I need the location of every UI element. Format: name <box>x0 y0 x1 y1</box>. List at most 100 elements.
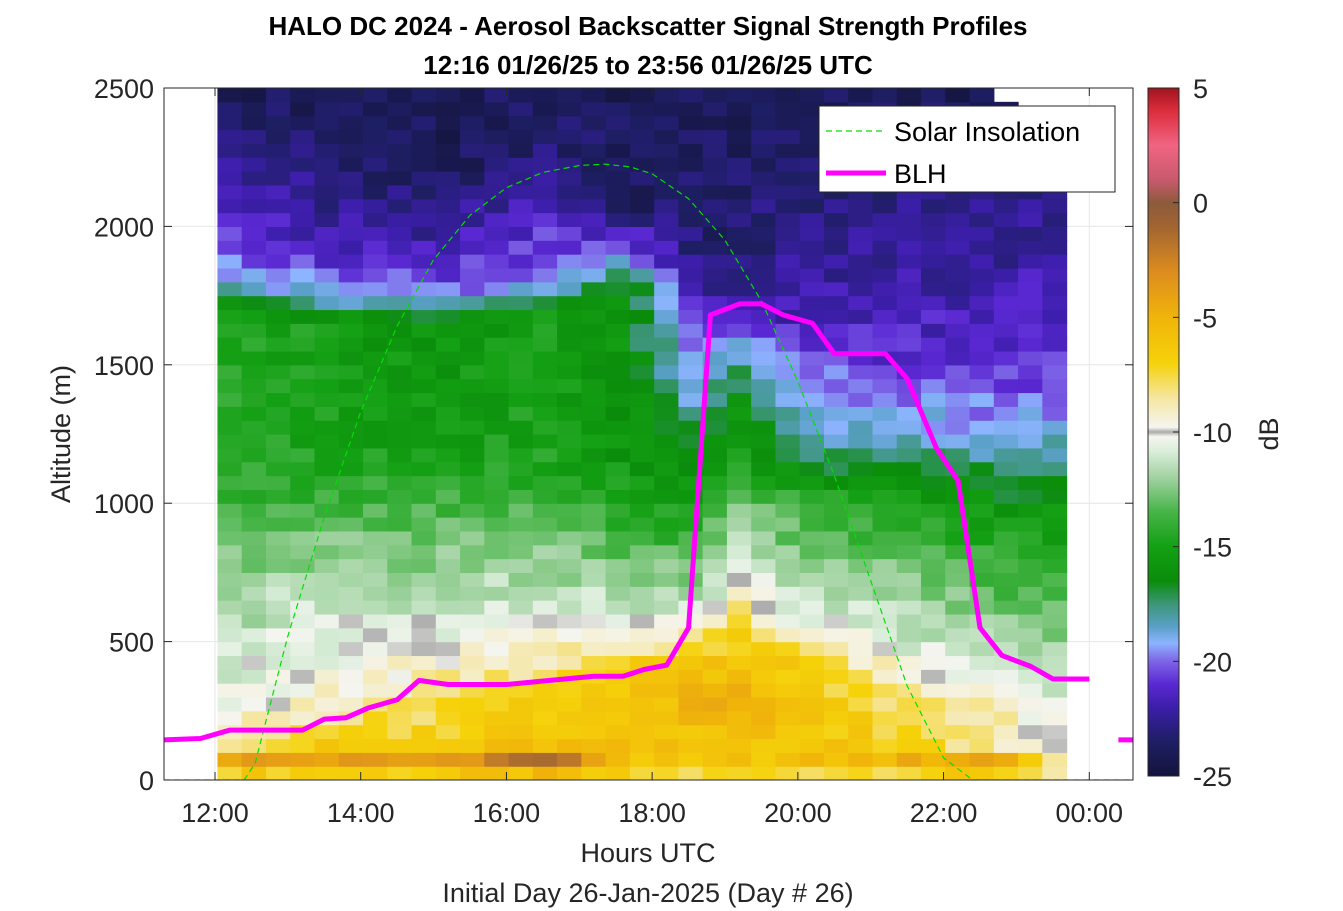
heatmap-cell <box>1042 392 1068 407</box>
heatmap-cell <box>726 572 752 587</box>
heatmap-cell <box>654 669 680 684</box>
heatmap-cell <box>921 655 946 670</box>
heatmap-cell <box>823 254 849 269</box>
heatmap-cell <box>993 558 1019 573</box>
heatmap-cell <box>702 392 728 407</box>
heatmap-cell <box>411 600 437 615</box>
heatmap-cell <box>290 613 316 629</box>
heatmap-cell <box>969 198 995 214</box>
heatmap-cell <box>969 392 995 407</box>
heatmap-cell <box>314 766 340 780</box>
heatmap-cell <box>557 447 582 463</box>
heatmap-cell <box>751 406 777 421</box>
heatmap-cell <box>799 157 825 172</box>
heatmap-cell <box>726 724 752 740</box>
heatmap-cell <box>532 392 558 407</box>
heatmap-cell <box>314 143 340 158</box>
heatmap-cell <box>1018 447 1043 463</box>
heatmap-cell <box>217 88 243 103</box>
heatmap-cell <box>265 378 291 394</box>
heatmap-cell <box>654 613 680 629</box>
heatmap-cell <box>290 447 316 463</box>
heatmap-cell <box>1018 212 1043 227</box>
heatmap-cell <box>241 267 267 283</box>
heatmap-cell <box>726 101 752 117</box>
heatmap-cell <box>387 489 413 504</box>
heatmap-cell <box>314 115 340 131</box>
heatmap-cell <box>290 710 316 726</box>
heatmap-cell <box>654 184 680 200</box>
heatmap-cell <box>775 198 801 214</box>
heatmap-cell <box>775 281 801 297</box>
heatmap-cell <box>1042 738 1068 753</box>
heatmap-cell <box>629 406 655 421</box>
heatmap-cell <box>823 447 849 463</box>
heatmap-cell <box>872 337 898 352</box>
heatmap-cell <box>557 683 582 698</box>
heatmap-cell <box>1018 489 1043 504</box>
heatmap-cell <box>1018 710 1043 726</box>
heatmap-cell <box>581 738 607 753</box>
heatmap-cell <box>945 240 971 255</box>
heatmap-cell <box>581 530 607 546</box>
heatmap-cell <box>435 710 461 726</box>
heatmap-cell <box>678 157 704 172</box>
heatmap-cell <box>435 447 461 463</box>
heatmap-cell <box>702 240 728 255</box>
heatmap-cell <box>484 489 510 504</box>
heatmap-cell <box>241 655 267 670</box>
heatmap-cell <box>435 157 461 172</box>
heatmap-cell <box>217 766 243 780</box>
heatmap-cell <box>872 600 898 615</box>
heatmap-cell <box>460 281 485 297</box>
heatmap-cell <box>799 226 825 241</box>
heatmap-cell <box>217 503 243 518</box>
heatmap-cell <box>945 392 971 407</box>
heatmap-cell <box>969 503 995 518</box>
heatmap-cell <box>290 337 316 352</box>
heatmap-cell <box>581 613 607 629</box>
heatmap-cell <box>338 696 364 712</box>
heatmap-cell <box>872 655 898 670</box>
heatmap-cell <box>848 281 874 297</box>
heatmap-cell <box>217 558 243 573</box>
heatmap-cell <box>1042 517 1068 532</box>
heatmap-cell <box>726 544 752 560</box>
heatmap-cell <box>751 101 777 117</box>
heatmap-cell <box>338 544 364 560</box>
heatmap-cell <box>775 752 801 767</box>
heatmap-cell <box>363 627 388 643</box>
heatmap-cell <box>363 337 388 352</box>
heatmap-cell <box>435 627 461 643</box>
heatmap-cell <box>557 696 582 712</box>
heatmap-cell <box>532 267 558 283</box>
heatmap-cell <box>508 738 534 753</box>
heatmap-cell <box>532 406 558 421</box>
heatmap-cell <box>654 489 680 504</box>
heatmap-cell <box>387 267 413 283</box>
heatmap-cell <box>1042 447 1068 463</box>
heatmap-cell <box>605 309 631 324</box>
heatmap-cell <box>654 364 680 380</box>
heatmap-cell <box>654 198 680 214</box>
heatmap-cell <box>314 724 340 740</box>
heatmap-cell <box>557 572 582 587</box>
heatmap-cell <box>265 738 291 753</box>
heatmap-cell <box>848 364 874 380</box>
heatmap-cell <box>411 586 437 601</box>
heatmap-cell <box>993 254 1019 269</box>
heatmap-cell <box>1042 627 1068 643</box>
heatmap-cell <box>363 143 388 158</box>
heatmap-cell <box>581 392 607 407</box>
heatmap-cell <box>557 143 582 158</box>
heatmap-cell <box>557 517 582 532</box>
heatmap-cell <box>532 710 558 726</box>
heatmap-cell <box>1018 198 1043 214</box>
heatmap-cell <box>460 406 485 421</box>
heatmap-cell <box>751 696 777 712</box>
heatmap-cell <box>823 766 849 780</box>
heatmap-cell <box>896 503 922 518</box>
heatmap-cell <box>969 267 995 283</box>
heatmap-cell <box>532 572 558 587</box>
colorbar-tick-label: -15 <box>1193 533 1232 563</box>
